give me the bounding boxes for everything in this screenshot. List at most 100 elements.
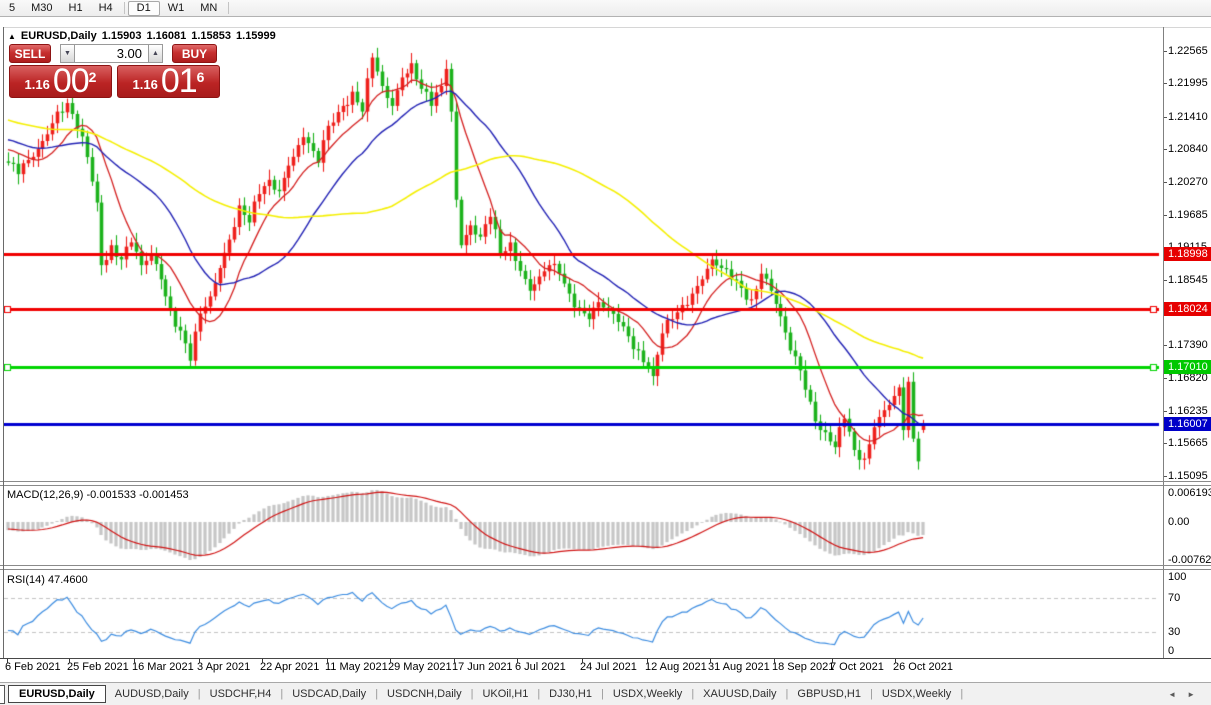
price-axis-tickmark <box>1163 214 1167 216</box>
time-axis-tickmark <box>774 659 775 663</box>
tab-separator: | <box>470 688 474 700</box>
timeframe-toolbar: 5 M30 H1 H4 D1 W1 MN <box>0 0 1211 17</box>
tab-separator: | <box>375 688 379 700</box>
price-line-badge: 1.17010 <box>1164 359 1211 374</box>
rsi-axis-label: 70 <box>1168 592 1181 604</box>
price-axis-tick: 1.21410 <box>1168 110 1208 123</box>
sell-button[interactable]: SELL <box>9 44 51 63</box>
date-label: 18 Sep 2021 <box>772 661 835 673</box>
date-label: 6 Feb 2021 <box>5 661 61 673</box>
macd-axis-label: 0.00 <box>1168 516 1190 528</box>
buy-price-main: 01 <box>160 62 198 101</box>
rsi-axis-label: 30 <box>1168 626 1181 638</box>
price-axis-tickmark <box>1163 443 1167 445</box>
tab-eurusd-daily[interactable]: EURUSD,Daily <box>8 685 106 703</box>
chart-left-border <box>3 27 4 658</box>
price-axis-tickmark <box>1163 279 1167 281</box>
timeframe-button-5[interactable]: 5 <box>9 1 16 14</box>
pane-separator[interactable] <box>0 485 1211 486</box>
time-axis-tickmark <box>199 659 200 663</box>
price-axis-tickmark <box>1163 411 1167 413</box>
tab-stub[interactable] <box>0 684 5 704</box>
volume-increase-button[interactable]: ▲ <box>148 44 163 63</box>
tab-ukoil-h1[interactable]: UKOil,H1 <box>482 688 529 700</box>
timeframe-button-m30[interactable]: M30 <box>31 1 53 14</box>
tab-usdchf-h4[interactable]: USDCHF,H4 <box>209 688 272 700</box>
rsi-value: 47.4600 <box>47 574 88 586</box>
pane-separator[interactable] <box>0 565 1211 566</box>
price-axis-tickmark <box>1163 149 1167 151</box>
volume-input[interactable] <box>75 44 148 63</box>
time-axis-tickmark <box>327 659 328 663</box>
date-label: 12 Aug 2021 <box>645 661 707 673</box>
price-axis-tick: 1.17390 <box>1168 339 1208 352</box>
chart-collapse-icon[interactable]: ▲ <box>8 31 16 41</box>
chart-title: ▲ EURUSD,Daily 1.15903 1.16081 1.15853 1… <box>8 30 276 42</box>
ohlc-high: 1.16081 <box>146 30 187 42</box>
sell-price-box[interactable]: 1.16 00 2 <box>9 62 112 101</box>
time-axis-line <box>0 658 1211 659</box>
timeframe-button-d1[interactable]: D1 <box>127 0 160 16</box>
time-axis-tickmark <box>390 659 391 663</box>
tab-usdcnh-daily[interactable]: USDCNH,Daily <box>387 688 462 700</box>
tab-separator: | <box>785 688 789 700</box>
pane-separator[interactable] <box>0 481 1211 482</box>
pane-separator[interactable] <box>0 569 1211 570</box>
timeframe-button-h1[interactable]: H1 <box>68 1 83 14</box>
price-axis-tick: 1.19685 <box>1168 208 1208 221</box>
price-axis-tick: 1.22565 <box>1168 45 1208 57</box>
ohlc-low: 1.15853 <box>191 30 232 42</box>
price-line-badge: 1.18024 <box>1164 302 1211 317</box>
time-axis-tickmark <box>454 659 455 663</box>
sell-price-main: 00 <box>52 62 90 101</box>
sell-price-prefix: 1.16 <box>24 77 50 92</box>
price-axis-tick: 1.18545 <box>1168 273 1208 286</box>
time-axis-tickmark <box>647 659 648 663</box>
tab-audusd-daily[interactable]: AUDUSD,Daily <box>114 688 189 700</box>
time-axis-tickmark <box>832 659 833 663</box>
price-axis-line <box>1163 27 1164 658</box>
timeframe-button-h4[interactable]: H4 <box>98 1 113 14</box>
tab-scroll-left-icon[interactable]: ◄ <box>1168 689 1177 699</box>
rsi-axis-label: 0 <box>1168 645 1175 657</box>
macd-label: MACD(12,26,9) -0.001533 -0.001453 <box>7 489 189 501</box>
tab-usdcad-daily[interactable]: USDCAD,Daily <box>292 688 367 700</box>
date-label: 16 Mar 2021 <box>132 661 194 673</box>
tab-scroll-right-icon[interactable]: ► <box>1187 689 1195 699</box>
tab-gbpusd-h1[interactable]: GBPUSD,H1 <box>797 688 861 700</box>
timeframe-button-mn[interactable]: MN <box>200 1 218 14</box>
volume-decrease-button[interactable]: ▼ <box>60 44 75 63</box>
date-label: 6 Jul 2021 <box>515 661 566 673</box>
tab-xauusd-daily[interactable]: XAUUSD,Daily <box>703 688 777 700</box>
rsi-axis-label: 100 <box>1168 571 1187 583</box>
buy-price-box[interactable]: 1.16 01 6 <box>117 62 220 101</box>
tab-usdx-weekly[interactable]: USDX,Weekly <box>881 688 952 700</box>
toolbar-separator <box>123 2 125 14</box>
date-label: 3 Apr 2021 <box>197 661 251 673</box>
price-chart-canvas[interactable] <box>4 27 1163 658</box>
price-line-badge: 1.16007 <box>1164 417 1211 432</box>
chart-symbol-label: EURUSD,Daily <box>20 30 97 42</box>
date-label: 11 May 2021 <box>325 661 388 673</box>
date-label: 17 Jun 2021 <box>452 661 513 673</box>
tab-separator: | <box>537 688 541 700</box>
price-axis-tick: 1.16235 <box>1168 405 1208 418</box>
timeframe-button-w1[interactable]: W1 <box>167 1 185 14</box>
price-line-badge: 1.18998 <box>1164 246 1211 261</box>
date-label: 22 Apr 2021 <box>260 661 320 673</box>
buy-button[interactable]: BUY <box>172 44 217 63</box>
time-axis-tickmark <box>895 659 896 663</box>
ohlc-open: 1.15903 <box>101 30 142 42</box>
tab-separator: | <box>280 688 284 700</box>
tab-usdx-weekly[interactable]: USDX,Weekly <box>612 688 683 700</box>
tab-dj30-h1[interactable]: DJ30,H1 <box>549 688 592 700</box>
time-axis-tickmark <box>69 659 70 663</box>
rsi-label: RSI(14) 47.4600 <box>7 574 88 586</box>
price-axis-tickmark <box>1163 83 1167 85</box>
toolbar-separator <box>228 2 230 14</box>
macd-axis-label: 0.006193 <box>1168 487 1211 499</box>
date-label: 26 Oct 2021 <box>893 661 953 673</box>
time-axis-tickmark <box>582 659 583 663</box>
tabs-holder: EURUSD,Daily AUDUSD,Daily | USDCHF,H4 | USDCA… <box>8 685 963 703</box>
